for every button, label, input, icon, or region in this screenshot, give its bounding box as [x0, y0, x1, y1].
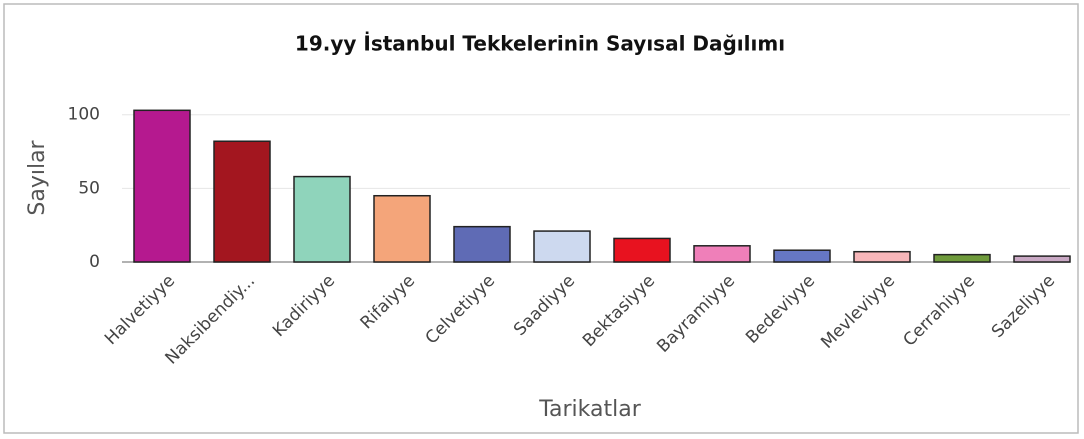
bar [453, 225, 511, 263]
bar [773, 249, 831, 263]
bar [933, 253, 991, 263]
bar [293, 175, 351, 263]
bar [853, 250, 911, 263]
bar [1013, 255, 1071, 263]
bar [373, 194, 431, 263]
y-axis-title: Sayılar [25, 139, 50, 215]
bar [533, 230, 591, 263]
y-tick-label: 0 [89, 252, 100, 272]
y-tick-label: 100 [68, 105, 100, 125]
chart-title: 19.yy İstanbul Tekkelerinin Sayısal Dağı… [295, 32, 785, 56]
bar [693, 245, 751, 263]
y-tick-label: 50 [78, 178, 100, 198]
bar [133, 109, 191, 263]
bar [213, 140, 271, 263]
bar [613, 237, 671, 263]
x-axis-title: Tarikatlar [538, 397, 641, 422]
